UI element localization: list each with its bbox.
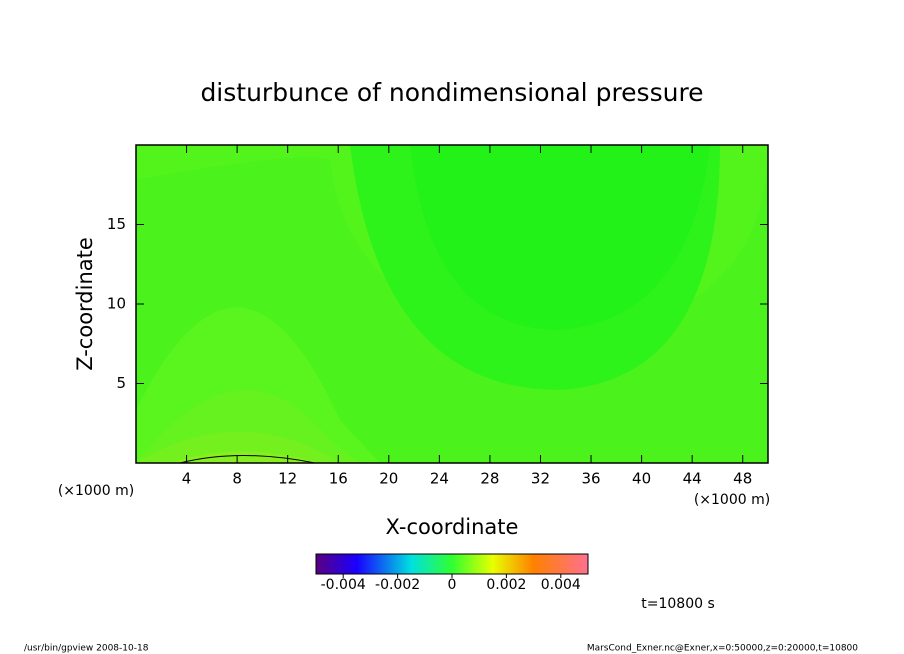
colorbar-tick-label: 0 [448, 577, 457, 593]
x-tick-label: 40 [632, 470, 651, 488]
x-tick-label: 12 [278, 470, 297, 488]
x-unit: (×1000 m) [58, 483, 134, 499]
x-tick-label: 32 [531, 470, 550, 488]
x-tick-label: 44 [683, 470, 702, 488]
chart-title: disturbunce of nondimensional pressure [200, 78, 703, 107]
x-tick-label: 16 [329, 470, 348, 488]
y-tick-label: 10 [107, 295, 126, 313]
colorbar-tick-label: 0.002 [486, 577, 526, 593]
footer-right: MarsCond_Exner.nc@Exner,x=0:50000,z=0:20… [587, 644, 858, 654]
contour-field [136, 145, 768, 463]
y-unit: (×1000 m) [694, 492, 770, 508]
x-tick-label: 4 [182, 470, 192, 488]
y-tick-label: 15 [107, 215, 126, 233]
y-axis-label: Z-coordinate [73, 237, 97, 371]
x-tick-label: 20 [379, 470, 398, 488]
x-tick-label: 24 [430, 470, 449, 488]
x-tick-label: 28 [480, 470, 499, 488]
x-tick-label: 8 [232, 470, 242, 488]
x-tick-label: 48 [733, 470, 752, 488]
colorbar-tick-label: 0.004 [541, 577, 581, 593]
colorbar [315, 553, 589, 575]
colorbar-tick-label: -0.004 [321, 577, 366, 593]
x-axis-label: X-coordinate [386, 515, 519, 539]
footer-left: /usr/bin/gpview 2008-10-18 [24, 644, 149, 654]
time-label: t=10800 s [641, 596, 715, 612]
colorbar-tick-label: -0.002 [375, 577, 420, 593]
y-tick-label: 5 [116, 374, 126, 392]
x-tick-label: 36 [581, 470, 600, 488]
